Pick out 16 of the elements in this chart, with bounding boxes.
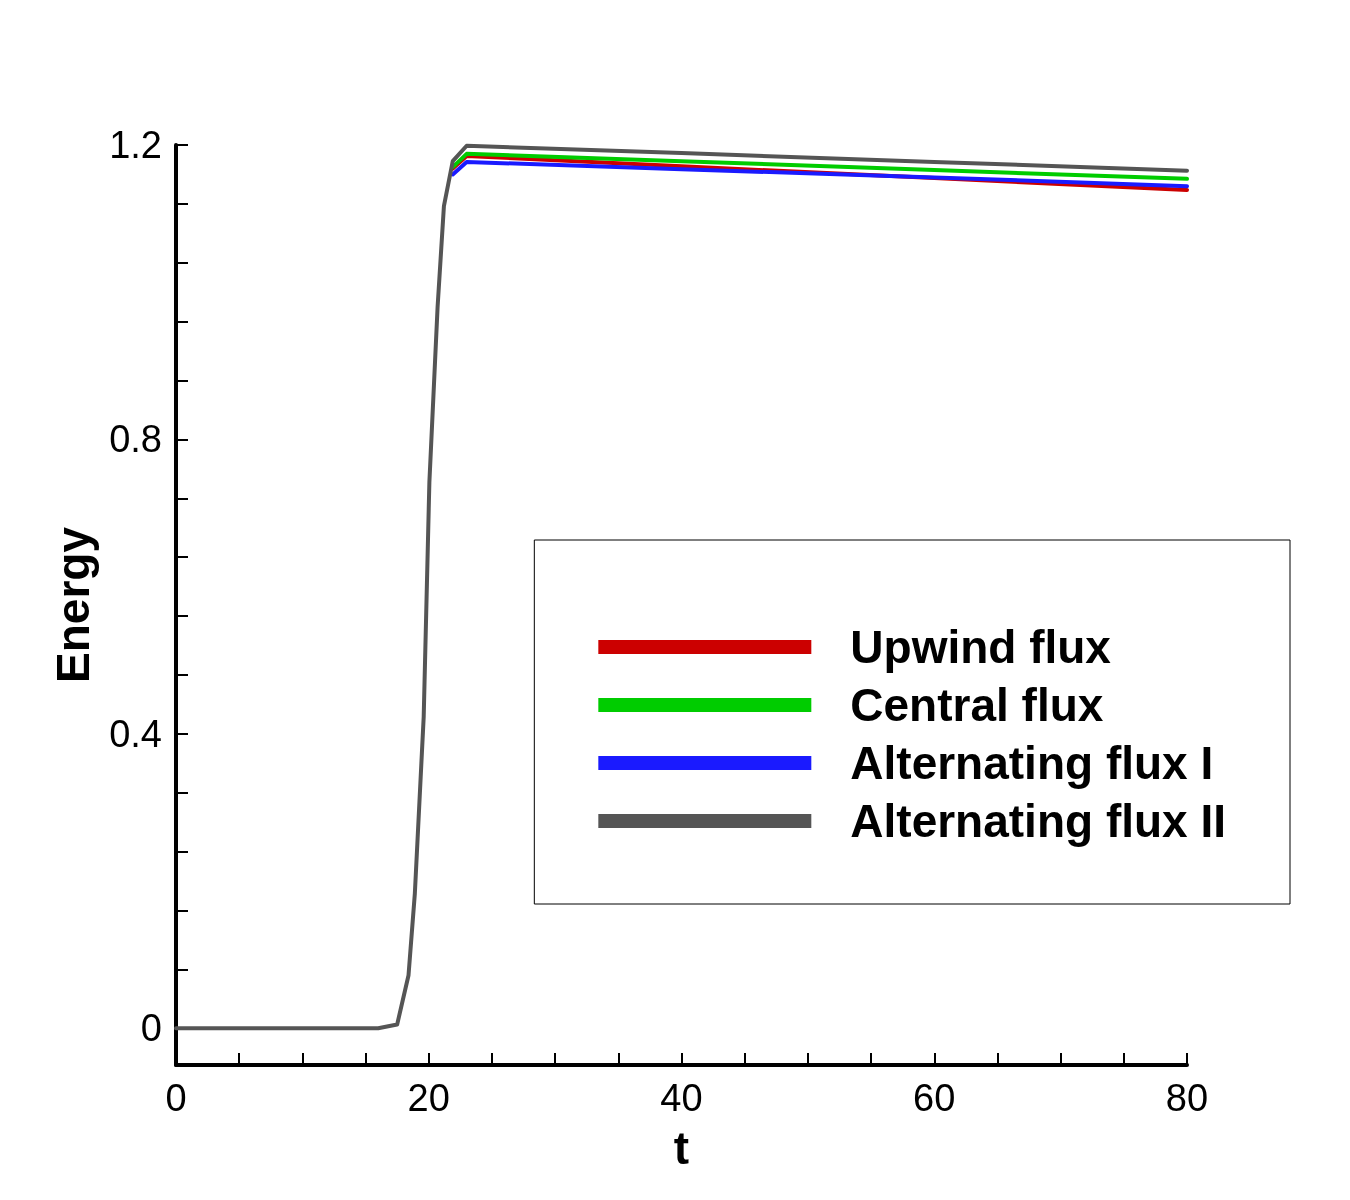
y-tick-label: 0.4	[109, 712, 162, 755]
y-tick-label: 0	[140, 1007, 162, 1050]
y-tick-label: 1.2	[109, 124, 162, 166]
x-tick-label: 40	[660, 1077, 703, 1119]
x-tick-label: 20	[407, 1077, 450, 1119]
x-tick-label: 80	[1165, 1077, 1209, 1119]
x-axis-title: t	[673, 1122, 690, 1174]
line-series	[450, 151, 1189, 181]
legend-label: Central flux	[850, 679, 1104, 731]
legend-label: Alternating flux II	[850, 795, 1227, 847]
y-axis-title: Energy	[47, 526, 99, 683]
line-series	[174, 143, 1189, 1031]
x-tick-label: 60	[913, 1077, 956, 1119]
y-tick-label: 0.8	[109, 418, 162, 461]
legend-label: Alternating flux I	[850, 737, 1214, 789]
legend-label: Upwind flux	[850, 621, 1112, 673]
